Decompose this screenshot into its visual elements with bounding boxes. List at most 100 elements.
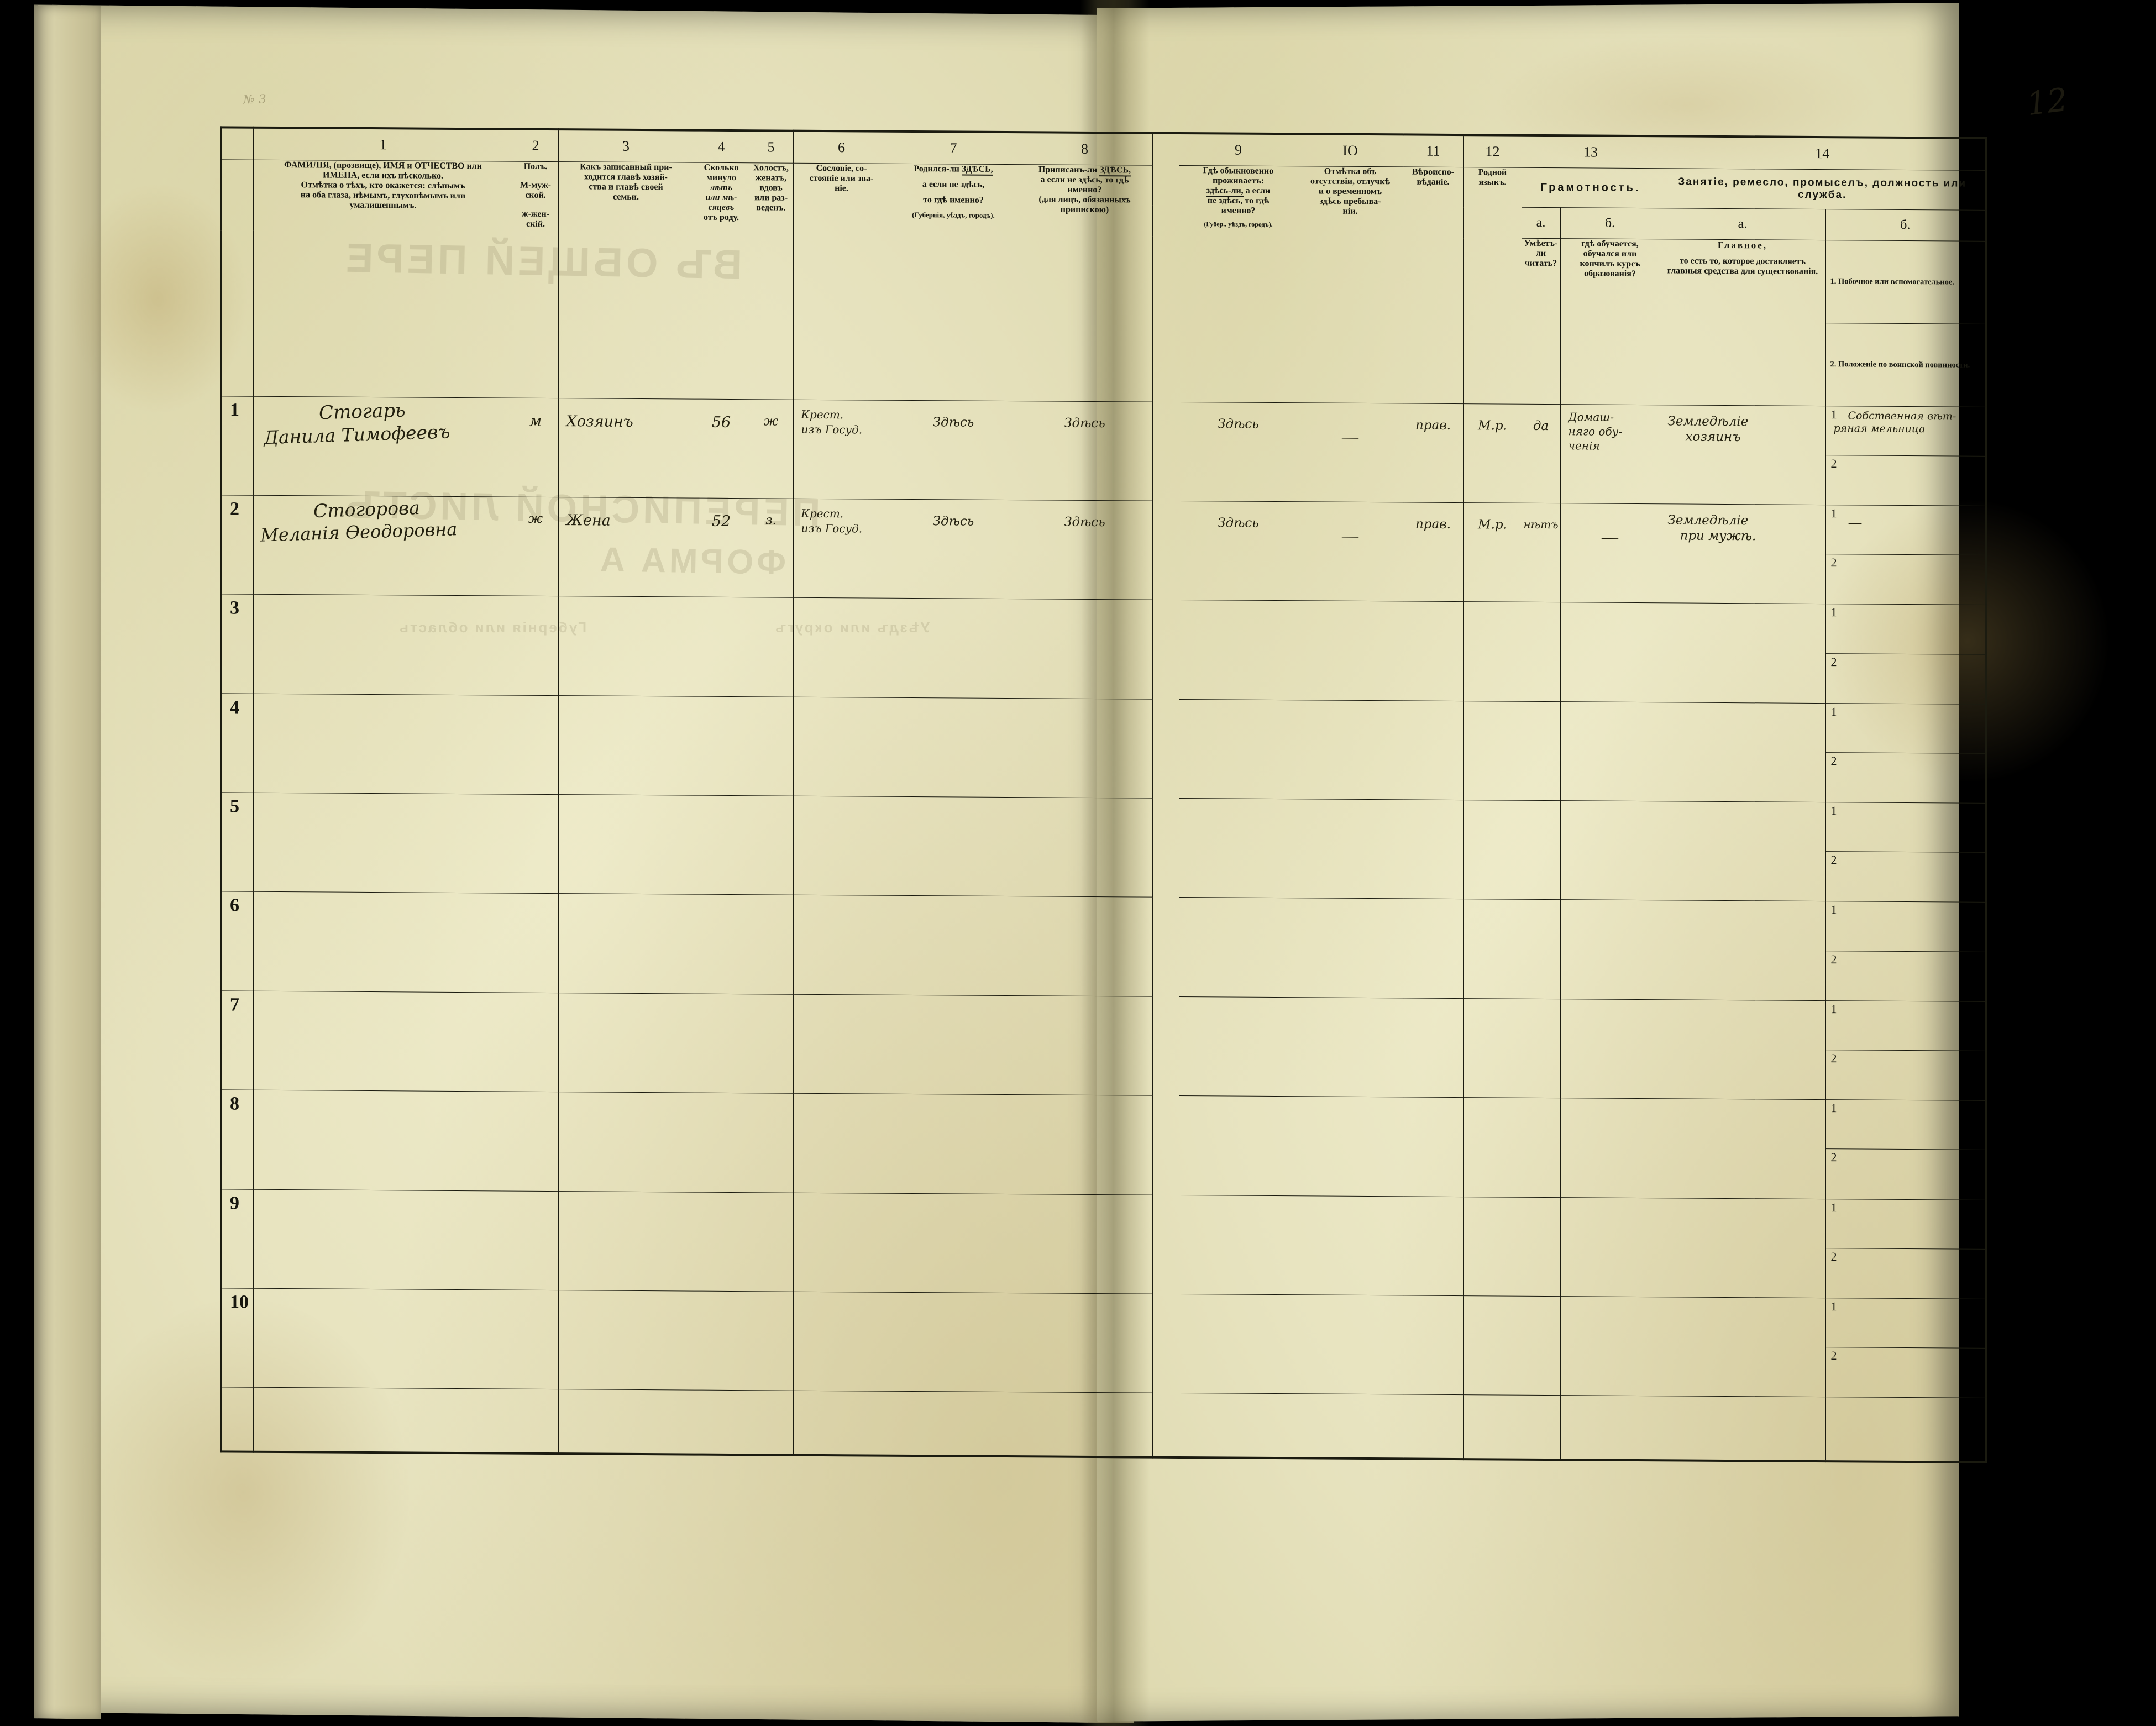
cell-birthplace[interactable] bbox=[890, 1193, 1017, 1293]
cell-literacy[interactable] bbox=[1522, 1296, 1560, 1396]
cell-sex[interactable] bbox=[513, 1190, 558, 1290]
table-row[interactable]: 2 Стогорова Меланія Ѳеодоровна ж Жена 52… bbox=[221, 495, 1986, 605]
cell-marital[interactable] bbox=[749, 1093, 793, 1193]
table-row[interactable]: 5 1 2 bbox=[221, 792, 1986, 903]
table-row[interactable]: 9 1 2 bbox=[221, 1189, 1986, 1299]
cell-education[interactable]: — bbox=[1560, 503, 1660, 604]
cell-registration[interactable] bbox=[1017, 1293, 1152, 1393]
cell-religion[interactable] bbox=[1403, 998, 1463, 1098]
cell-age[interactable] bbox=[694, 1291, 749, 1391]
table-row[interactable]: 10 1 2 bbox=[221, 1288, 1986, 1398]
cell-occupation-side[interactable]: 1 2 bbox=[1825, 1000, 1986, 1101]
cell-literacy[interactable] bbox=[1522, 602, 1560, 702]
cell-occupation-main[interactable] bbox=[1660, 603, 1825, 704]
cell-marital[interactable] bbox=[749, 1291, 793, 1391]
cell-literacy[interactable] bbox=[1522, 1098, 1560, 1198]
cell-estate[interactable] bbox=[793, 796, 890, 896]
cell-name[interactable] bbox=[253, 1288, 513, 1389]
cell-birthplace[interactable] bbox=[890, 598, 1017, 699]
cell-absence[interactable]: — bbox=[1298, 402, 1403, 502]
cell-relation[interactable] bbox=[558, 695, 694, 796]
cell-registration[interactable] bbox=[1017, 797, 1152, 898]
cell-registration[interactable] bbox=[1017, 896, 1152, 996]
cell-occupation-main[interactable]: Земледѣліе при мужѣ. bbox=[1660, 503, 1825, 604]
cell-estate[interactable] bbox=[793, 1292, 890, 1392]
table-row[interactable]: 7 1 2 bbox=[221, 990, 1986, 1101]
cell-age[interactable] bbox=[694, 795, 749, 895]
cell-birthplace[interactable] bbox=[890, 895, 1017, 996]
cell-relation[interactable] bbox=[558, 1092, 694, 1192]
cell-language[interactable]: М.р. bbox=[1463, 502, 1522, 602]
cell-education[interactable] bbox=[1560, 900, 1660, 1000]
subcell-side-occupation[interactable]: 1 bbox=[1825, 802, 1985, 853]
cell-estate[interactable] bbox=[793, 696, 890, 797]
cell-name[interactable] bbox=[253, 991, 513, 1092]
subcell-side-occupation[interactable]: 1 bbox=[1825, 1000, 1985, 1051]
cell-occupation-main[interactable]: Земледѣліе хозяинъ bbox=[1660, 405, 1825, 505]
cell-estate[interactable] bbox=[793, 994, 890, 1094]
subcell-military[interactable]: 2 bbox=[1826, 1149, 1985, 1199]
cell-literacy[interactable] bbox=[1522, 999, 1560, 1098]
cell-religion[interactable] bbox=[1403, 1097, 1463, 1197]
cell-age[interactable] bbox=[694, 696, 749, 796]
cell-religion[interactable]: прав. bbox=[1403, 403, 1463, 503]
cell-residence[interactable] bbox=[1179, 1195, 1298, 1295]
subcell-military[interactable]: 2 bbox=[1826, 951, 1985, 1001]
cell-religion[interactable] bbox=[1403, 1196, 1463, 1296]
cell-language[interactable] bbox=[1463, 701, 1522, 801]
cell-registration[interactable] bbox=[1017, 698, 1152, 799]
cell-name[interactable] bbox=[253, 594, 513, 695]
cell-absence[interactable] bbox=[1298, 700, 1403, 800]
cell-age[interactable] bbox=[694, 597, 749, 697]
cell-absence[interactable] bbox=[1298, 1195, 1403, 1295]
cell-literacy[interactable] bbox=[1522, 899, 1560, 999]
cell-occupation-side[interactable]: 1 2 bbox=[1825, 604, 1986, 705]
cell-religion[interactable] bbox=[1403, 799, 1463, 900]
cell-literacy[interactable] bbox=[1522, 1197, 1560, 1297]
cell-birthplace[interactable] bbox=[890, 796, 1017, 897]
cell-religion[interactable] bbox=[1403, 899, 1463, 999]
subcell-side-occupation[interactable]: 1 bbox=[1825, 901, 1985, 952]
cell-occupation-main[interactable] bbox=[1660, 999, 1825, 1100]
cell-language[interactable]: М.р. bbox=[1463, 403, 1522, 503]
cell-residence[interactable] bbox=[1179, 699, 1298, 799]
cell-birthplace[interactable]: Здѣсь bbox=[890, 400, 1017, 500]
cell-occupation-side[interactable]: 1 2 bbox=[1825, 1298, 1986, 1398]
table-row[interactable]: 8 1 2 bbox=[221, 1090, 1986, 1200]
cell-absence[interactable] bbox=[1298, 1096, 1403, 1197]
cell-residence[interactable] bbox=[1179, 897, 1298, 998]
cell-residence[interactable] bbox=[1179, 798, 1298, 899]
cell-relation[interactable] bbox=[558, 894, 694, 994]
cell-relation[interactable] bbox=[558, 993, 694, 1093]
cell-age[interactable]: 56 bbox=[694, 398, 749, 499]
cell-religion[interactable]: прав. bbox=[1403, 502, 1463, 602]
cell-religion[interactable] bbox=[1403, 1295, 1463, 1395]
cell-occupation-side[interactable]: 1 2 bbox=[1825, 703, 1986, 804]
cell-marital[interactable] bbox=[749, 795, 793, 895]
cell-education[interactable] bbox=[1560, 999, 1660, 1099]
cell-relation[interactable]: Жена bbox=[558, 497, 694, 597]
cell-age[interactable] bbox=[694, 1093, 749, 1193]
cell-age[interactable]: 52 bbox=[694, 498, 749, 598]
cell-education[interactable] bbox=[1560, 1098, 1660, 1198]
cell-residence[interactable] bbox=[1179, 600, 1298, 700]
cell-language[interactable] bbox=[1463, 998, 1522, 1098]
cell-language[interactable] bbox=[1463, 1295, 1522, 1396]
cell-occupation-side[interactable]: 1 2 bbox=[1825, 1199, 1986, 1299]
cell-marital[interactable] bbox=[749, 597, 793, 697]
cell-name[interactable] bbox=[253, 891, 513, 993]
cell-registration[interactable] bbox=[1017, 995, 1152, 1096]
cell-occupation-main[interactable] bbox=[1660, 1098, 1825, 1199]
cell-birthplace[interactable] bbox=[890, 697, 1017, 798]
cell-estate[interactable] bbox=[793, 895, 890, 995]
cell-absence[interactable] bbox=[1298, 997, 1403, 1098]
subcell-side-occupation[interactable]: 1 bbox=[1825, 703, 1985, 754]
cell-birthplace[interactable]: Здѣсь bbox=[890, 499, 1017, 599]
cell-age[interactable] bbox=[694, 1192, 749, 1292]
cell-marital[interactable] bbox=[749, 696, 793, 796]
subcell-side-occupation[interactable]: 1 bbox=[1825, 1100, 1985, 1151]
cell-relation[interactable] bbox=[558, 1191, 694, 1292]
cell-relation[interactable] bbox=[558, 1290, 694, 1391]
cell-language[interactable] bbox=[1463, 899, 1522, 999]
subcell-military[interactable]: 2 bbox=[1826, 455, 1985, 506]
